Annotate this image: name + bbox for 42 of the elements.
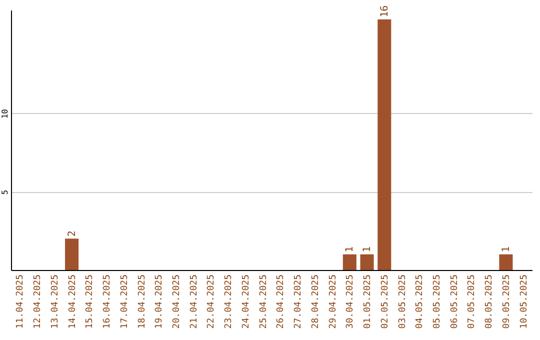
bar bbox=[65, 238, 79, 270]
x-tick-label: 19.04.2025 bbox=[154, 274, 165, 329]
x-tick-label: 25.04.2025 bbox=[258, 274, 269, 329]
x-tick-label: 08.05.2025 bbox=[484, 274, 495, 329]
x-tick-label: 28.04.2025 bbox=[310, 274, 321, 329]
data-label: 2 bbox=[66, 230, 78, 237]
data-label: 1 bbox=[500, 246, 512, 252]
data-label: 16 bbox=[379, 5, 390, 18]
bar bbox=[499, 254, 513, 270]
y-tick-label: 10 bbox=[0, 108, 10, 119]
bar bbox=[342, 254, 356, 270]
data-label: 1 bbox=[362, 246, 374, 252]
x-tick-label: 22.04.2025 bbox=[206, 274, 217, 329]
x-tick-label: 10.05.2025 bbox=[519, 274, 530, 329]
bar bbox=[378, 19, 392, 270]
x-tick-label: 16.04.2025 bbox=[102, 274, 113, 329]
x-tick-label: 05.05.2025 bbox=[432, 274, 442, 329]
data-label: 1 bbox=[344, 246, 356, 252]
x-tick-label: 20.04.2025 bbox=[172, 274, 182, 329]
x-tick-label: 17.04.2025 bbox=[120, 274, 130, 329]
x-tick-label: 26.04.2025 bbox=[276, 274, 286, 329]
bar bbox=[360, 254, 374, 270]
x-tick-label: 11.04.2025 bbox=[16, 274, 26, 329]
x-tick-label: 18.04.2025 bbox=[137, 274, 148, 329]
x-tick-label: 24.04.2025 bbox=[241, 274, 252, 329]
x-tick-label: 23.04.2025 bbox=[224, 274, 234, 329]
x-tick-label: 07.05.2025 bbox=[467, 274, 478, 329]
x-tick-label: 13.04.2025 bbox=[50, 274, 60, 329]
x-tick-label: 15.04.2025 bbox=[85, 274, 96, 329]
y-tick-label: 5 bbox=[0, 190, 10, 195]
x-tick-label: 29.04.2025 bbox=[328, 274, 338, 329]
x-tick-label: 09.05.2025 bbox=[502, 274, 512, 329]
x-tick-label: 30.04.2025 bbox=[346, 274, 356, 329]
x-tick-label: 01.05.2025 bbox=[363, 274, 374, 329]
x-tick-label: 02.05.2025 bbox=[380, 274, 390, 329]
x-tick-label: 21.04.2025 bbox=[189, 274, 200, 329]
x-tick-label: 12.04.2025 bbox=[33, 274, 44, 329]
x-tick-label: 04.05.2025 bbox=[415, 274, 426, 329]
x-tick-label: 14.04.2025 bbox=[68, 274, 78, 329]
x-tick-label: 27.04.2025 bbox=[294, 274, 304, 329]
x-tick-label: 06.05.2025 bbox=[450, 274, 460, 329]
x-tick-label: 03.05.2025 bbox=[398, 274, 408, 329]
